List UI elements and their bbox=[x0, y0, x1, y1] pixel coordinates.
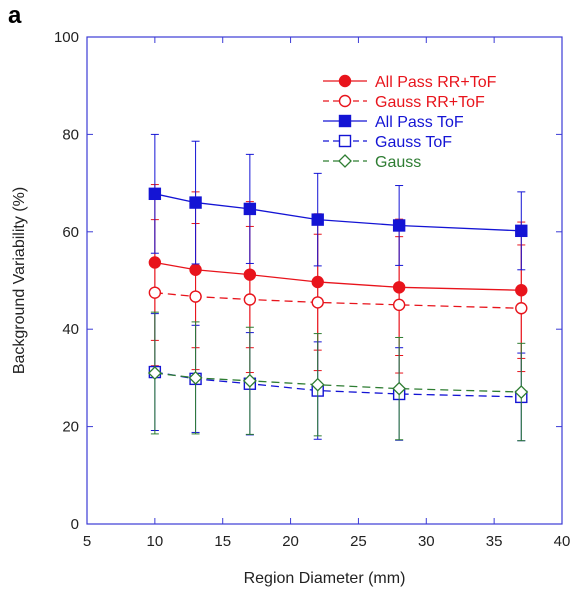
data-point bbox=[515, 224, 528, 238]
y-axis-title: Background Variability (%) bbox=[11, 187, 28, 374]
data-point bbox=[188, 370, 203, 385]
legend-entry: All Pass ToF bbox=[323, 114, 464, 131]
data-point bbox=[392, 381, 407, 396]
data-point bbox=[392, 219, 406, 232]
x-tick-label: 10 bbox=[147, 533, 164, 550]
legend-marker bbox=[338, 154, 352, 168]
legend-marker bbox=[338, 114, 352, 128]
data-point bbox=[189, 290, 202, 303]
y-tick-label: 0 bbox=[71, 516, 79, 533]
legend-entry: Gauss RR+ToF bbox=[323, 94, 485, 111]
legend-label: Gauss ToF bbox=[375, 134, 452, 151]
series-2 bbox=[148, 133, 528, 271]
x-tick-label: 15 bbox=[214, 533, 231, 550]
data-point bbox=[514, 385, 529, 399]
legend-label: All Pass RR+ToF bbox=[375, 74, 497, 91]
series-0 bbox=[148, 184, 528, 359]
series-line bbox=[154, 193, 522, 232]
data-point bbox=[148, 187, 162, 201]
x-tick-label: 25 bbox=[350, 533, 367, 550]
x-axis-title: Region Diameter (mm) bbox=[244, 570, 406, 587]
panel-label: a bbox=[8, 2, 22, 29]
data-point bbox=[148, 286, 162, 299]
y-tick-label: 60 bbox=[62, 224, 79, 241]
legend: All Pass RR+ToF Gauss RR+ToF All Pass ToF G… bbox=[323, 74, 497, 171]
legend-entry: All Pass RR+ToF bbox=[323, 74, 497, 91]
legend-label: All Pass ToF bbox=[375, 114, 464, 131]
legend-marker bbox=[338, 94, 352, 108]
data-point bbox=[243, 202, 257, 216]
data-point bbox=[189, 196, 202, 209]
data-point bbox=[242, 373, 257, 388]
legend-entry: Gauss ToF bbox=[323, 134, 452, 151]
series-4 bbox=[147, 311, 529, 442]
data-point bbox=[311, 296, 324, 309]
y-tick-label: 100 bbox=[54, 29, 79, 46]
y-tick-label: 40 bbox=[62, 321, 79, 338]
series-line bbox=[154, 372, 522, 393]
x-tick-label: 5 bbox=[83, 533, 91, 550]
axis-ticks: 5 10 15 20 25 30 35 40 0 20 40 60 80 100 bbox=[54, 29, 570, 550]
legend-entry: Gauss bbox=[323, 154, 421, 171]
plot-frame bbox=[86, 36, 563, 525]
data-point bbox=[515, 302, 528, 315]
data-point bbox=[311, 213, 324, 226]
legend-marker bbox=[338, 74, 352, 88]
legend-label: Gauss RR+ToF bbox=[375, 94, 485, 111]
x-tick-label: 35 bbox=[486, 533, 503, 550]
x-tick-label: 40 bbox=[554, 533, 571, 550]
data-point bbox=[243, 293, 257, 306]
series-1 bbox=[148, 219, 528, 374]
x-tick-label: 30 bbox=[418, 533, 435, 550]
series-3 bbox=[148, 313, 528, 442]
data-point bbox=[310, 377, 325, 392]
data-point bbox=[147, 366, 162, 380]
y-tick-label: 80 bbox=[62, 126, 79, 143]
series-layer bbox=[147, 133, 529, 442]
series-line bbox=[154, 292, 522, 309]
x-tick-label: 20 bbox=[282, 533, 299, 550]
series-line bbox=[154, 371, 522, 398]
data-point bbox=[392, 298, 406, 312]
legend-label: Gauss bbox=[375, 154, 421, 171]
series-line bbox=[154, 261, 522, 291]
legend-marker bbox=[338, 134, 352, 148]
y-tick-label: 20 bbox=[62, 419, 79, 436]
